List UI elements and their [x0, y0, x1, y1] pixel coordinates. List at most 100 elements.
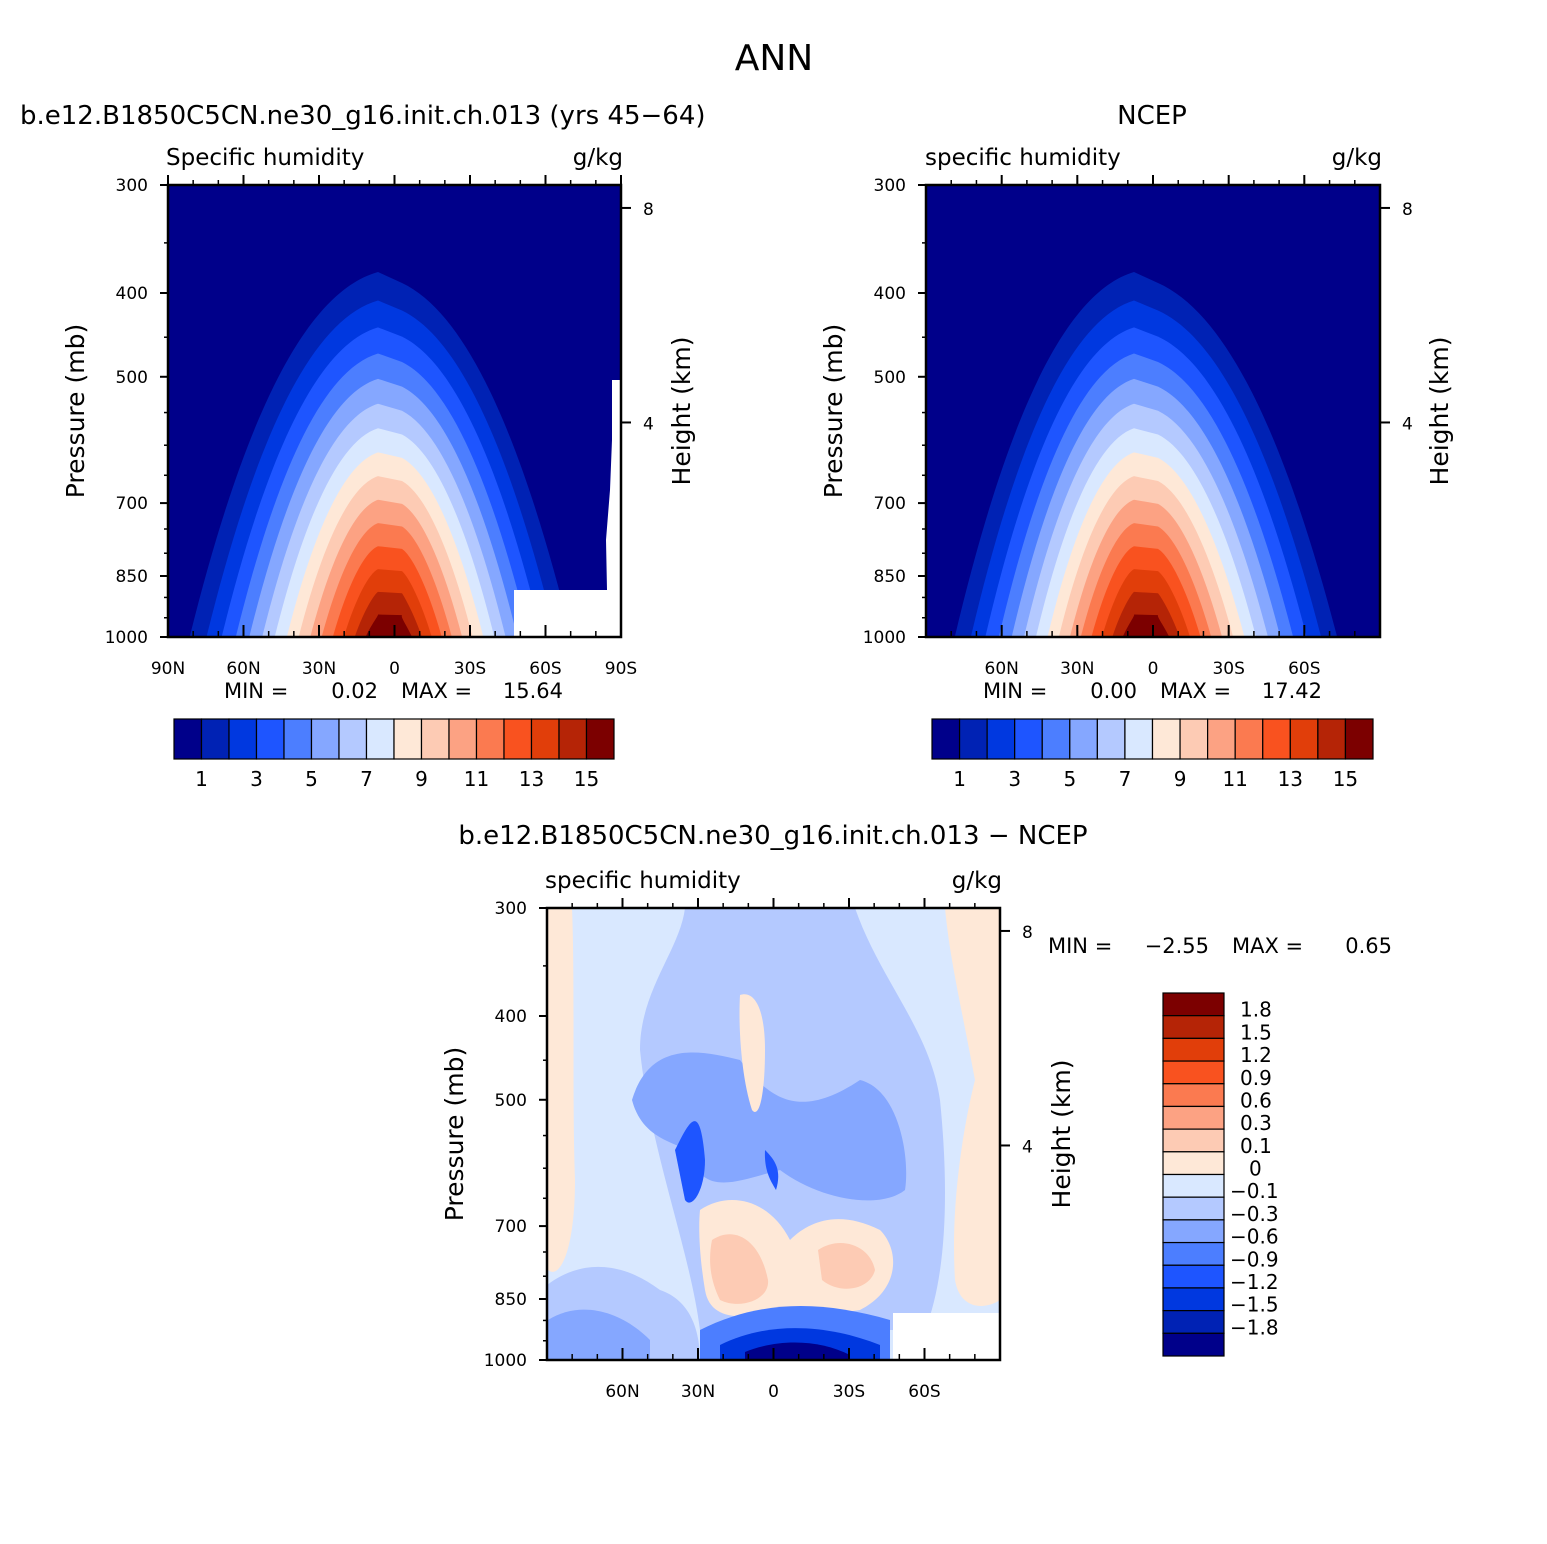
colorbar-box: [1207, 718, 1236, 760]
colorbar-label: −0.9: [1230, 1247, 1279, 1271]
colorbar-box: [1162, 1173, 1225, 1198]
colorbar-label: 15: [574, 767, 599, 791]
panel-model-y-axis: 300 400 500 700 850 1000: [105, 176, 168, 648]
colorbar-box: [1162, 1037, 1225, 1062]
x-tick-label: 60S: [1288, 659, 1320, 679]
colorbar-box: [1124, 718, 1154, 760]
colorbar-box: [255, 718, 285, 760]
y-tick-label: 1000: [484, 1351, 527, 1371]
x-tick-label: 0: [1148, 659, 1159, 679]
y-tick-label: 300: [116, 176, 148, 196]
panel-ncep-units: g/kg: [1332, 145, 1382, 171]
contour-band: [739, 994, 765, 1112]
panel-model-min-value: 0.02: [331, 679, 378, 703]
panel-diff-x-axis: 60N 30N 0 30S 60S: [571, 898, 976, 1402]
y-tick-label: 850: [874, 567, 906, 587]
colorbar-box: [1151, 718, 1181, 760]
panel-diff-ylabel: Pressure (mb): [440, 1047, 469, 1221]
colorbar-box: [1096, 718, 1126, 760]
contour-band: [1122, 614, 1170, 637]
y-tick-label: 500: [495, 1091, 527, 1111]
contour-band: [548, 908, 575, 1272]
figure-title: ANN: [735, 38, 814, 79]
colorbar-label: 1.2: [1240, 1043, 1272, 1067]
x-tick-label: 30N: [681, 1382, 715, 1402]
colorbar-box: [1179, 718, 1209, 760]
colorbar-box: [1162, 1151, 1225, 1176]
panel-model: b.e12.B1850C5CN.ne30_g16.init.ch.013 (yr…: [20, 101, 706, 791]
y-tick-label: 1000: [105, 628, 148, 648]
colorbar-box: [503, 718, 533, 760]
y-tick-label: 500: [116, 368, 148, 388]
contour-band: [710, 1234, 769, 1304]
colorbar-box: [931, 718, 961, 760]
colorbar-box: [475, 718, 505, 760]
colorbar-label: 0: [1249, 1157, 1262, 1181]
colorbar-label: −0.6: [1230, 1225, 1279, 1249]
colorbar-box: [1162, 1128, 1225, 1153]
colorbar-label: 7: [360, 767, 373, 791]
colorbar-box: [1162, 1015, 1225, 1039]
colorbar-box: [1162, 1332, 1225, 1357]
colorbar-box: [1162, 1310, 1225, 1334]
colorbar-box: [1162, 1060, 1225, 1085]
colorbar-label: −1.8: [1230, 1315, 1279, 1339]
colorbar-box: [530, 718, 560, 760]
colorbar-label: 3: [1008, 767, 1021, 791]
contour-band: [548, 1309, 650, 1360]
colorbar-box: [310, 718, 340, 760]
panel-model-max-value: 15.64: [503, 679, 563, 703]
colorbar-label: 0.1: [1240, 1134, 1272, 1158]
panel-ncep-min-value: 0.00: [1090, 679, 1137, 703]
panel-ncep-x-axis: 60N 30N 0 30S 60S: [950, 175, 1356, 679]
colorbar-box: [1014, 718, 1043, 760]
y-tick-label: 300: [495, 899, 527, 919]
colorbar-label: −0.1: [1230, 1179, 1279, 1203]
colorbar-box: [228, 718, 258, 760]
contour-band: [675, 1121, 705, 1203]
x-tick-label: 60N: [985, 659, 1019, 679]
y-tick-label: 300: [874, 176, 906, 196]
colorbar-box: [393, 718, 423, 760]
panel-ncep-right-axis: 84: [1380, 200, 1413, 434]
x-tick-label: 60S: [529, 659, 561, 679]
x-tick-label: 90N: [151, 659, 185, 679]
colorbar-label: 9: [415, 767, 428, 791]
contour-band: [945, 908, 1000, 1306]
panel-model-units: g/kg: [573, 145, 623, 171]
colorbar-box: [1069, 718, 1098, 760]
panel-diff: b.e12.B1850C5CN.ne30_g16.init.ch.013 − N…: [440, 821, 1392, 1402]
colorbar-box: [1162, 1287, 1225, 1312]
panel-ncep-contours: [926, 185, 1380, 637]
colorbar-box: [338, 718, 368, 760]
panel-diff-y-axis: 300 400 500 700 850 1000: [484, 899, 547, 1371]
right-tick-label: 8: [1402, 200, 1413, 220]
colorbar-box: [200, 718, 230, 760]
panel-ncep-max-label: MAX =: [1160, 679, 1231, 703]
right-tick-label: 4: [643, 414, 654, 434]
y-tick-label: 700: [874, 494, 906, 514]
colorbar-label: 9: [1174, 767, 1187, 791]
panel-ncep-left-label: specific humidity: [925, 145, 1121, 171]
colorbar-label: −1.5: [1230, 1293, 1279, 1317]
panel-model-title: b.e12.B1850C5CN.ne30_g16.init.ch.013 (yr…: [20, 101, 706, 131]
panel-diff-units: g/kg: [952, 868, 1002, 894]
panel-ncep-title: NCEP: [1117, 101, 1187, 131]
colorbar-label: 15: [1333, 767, 1358, 791]
y-tick-label: 400: [874, 284, 906, 304]
colorbar-box: [558, 718, 588, 760]
colorbar-box: [1262, 718, 1291, 760]
panel-diff-colorbar: 1.81.51.20.90.60.30.10−0.1−0.3−0.6−0.9−1…: [1162, 992, 1279, 1357]
colorbar-label: 7: [1119, 767, 1132, 791]
contour-band: [365, 614, 413, 637]
x-tick-label: 30S: [1212, 659, 1244, 679]
colorbar-label: 13: [519, 767, 544, 791]
colorbar-label: 1: [195, 767, 208, 791]
panel-diff-missing-region: [893, 1313, 1000, 1360]
panel-model-ylabel: Pressure (mb): [61, 324, 90, 498]
contour-band: [818, 1242, 875, 1289]
colorbar-box: [986, 718, 1016, 760]
panel-ncep: NCEP specific humidity g/kg 300400500700…: [819, 101, 1454, 791]
x-tick-label: 30S: [833, 1382, 865, 1402]
colorbar-box: [585, 718, 615, 760]
